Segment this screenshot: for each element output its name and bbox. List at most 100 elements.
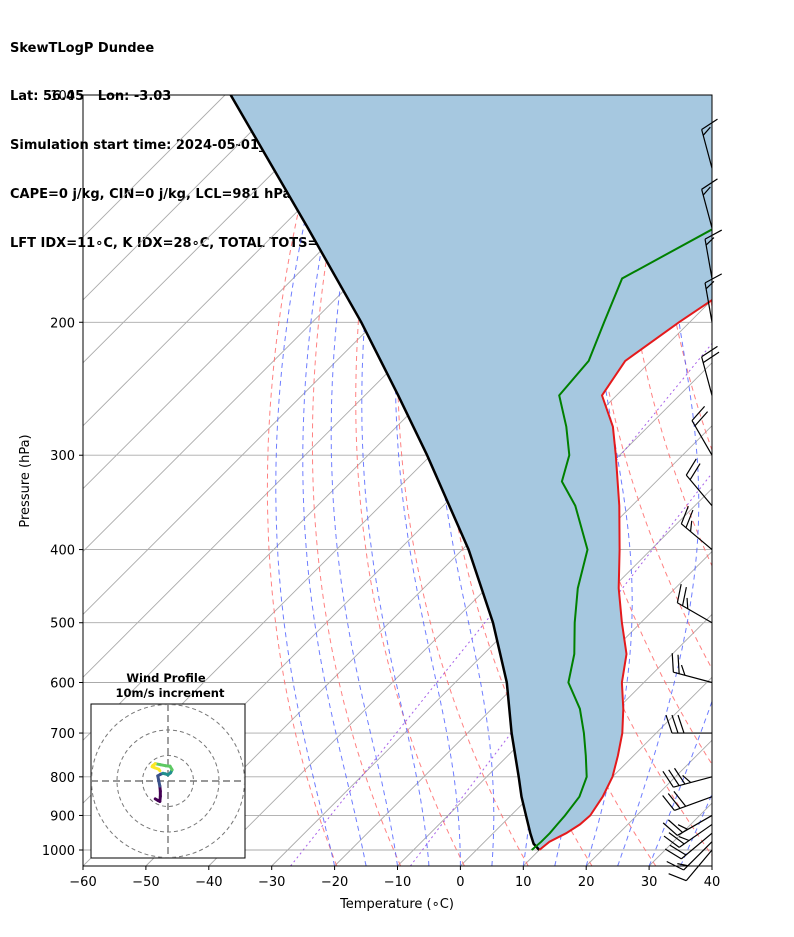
- x-tick-label: 0: [456, 875, 464, 890]
- wind-barb-flag: [682, 774, 692, 783]
- isotherm-line: [83, 95, 352, 364]
- cin-fill-area: [230, 95, 712, 850]
- wind-barb-flag: [662, 771, 674, 788]
- wind-barb-flag: [681, 587, 687, 606]
- wind-barb-staff: [704, 282, 713, 323]
- y-tick-label: 200: [50, 316, 75, 331]
- wind-barb-flag: [701, 178, 718, 190]
- moist-adiabat-line: [361, 95, 430, 866]
- wind-barb-flag: [705, 237, 715, 246]
- title-station: SkewTLogP Dundee: [10, 40, 155, 56]
- isotherm-line: [83, 95, 226, 238]
- dry-adiabat-line: [719, 95, 794, 866]
- wind-barb: [701, 345, 720, 396]
- hodograph-segment: [157, 767, 162, 773]
- moist-adiabat-line: [711, 864, 712, 866]
- wind-barb: [671, 653, 713, 684]
- y-tick-label: 800: [50, 771, 75, 786]
- wind-barb-flag: [668, 832, 685, 845]
- wind-barb: [665, 714, 712, 734]
- x-tick-label: −20: [321, 875, 348, 890]
- wind-barb-flag: [705, 280, 715, 290]
- wind-barb-flag: [673, 791, 687, 807]
- isotherm-line: [271, 425, 712, 866]
- isotherm-line: [83, 95, 289, 301]
- wind-barb-staff: [685, 849, 713, 882]
- wind-barb-flag: [666, 860, 684, 871]
- dewpoint-profile-line: [531, 228, 712, 851]
- y-axis-label: Pressure (hPa): [18, 434, 33, 527]
- y-tick-label: 400: [50, 544, 75, 559]
- wind-barb-staff: [677, 602, 713, 624]
- wind-barb: [664, 832, 713, 860]
- wind-barb-flag: [685, 509, 694, 528]
- wind-barb: [704, 229, 723, 279]
- wind-barb-flag: [694, 411, 709, 427]
- wind-barb-staff: [701, 189, 713, 229]
- wind-barb-flag: [668, 873, 687, 882]
- y-tick-label: 700: [50, 727, 75, 742]
- x-tick-label: 40: [704, 875, 721, 890]
- wind-barb: [662, 767, 713, 788]
- moist-adiabat-line: [394, 95, 461, 866]
- wind-barb-flag: [691, 405, 706, 421]
- x-tick-label: −50: [132, 875, 159, 890]
- parcel-profile-line: [229, 95, 541, 851]
- wind-barb: [701, 178, 718, 229]
- y-tick-label: 900: [50, 809, 75, 824]
- wind-barb: [662, 814, 713, 836]
- wind-barb-flag: [702, 126, 711, 136]
- wind-barb-staff: [701, 129, 713, 169]
- wind-barb-flag: [667, 793, 681, 809]
- wind-barb-flag: [662, 795, 675, 811]
- hodograph-subtitle: 10m/s increment: [116, 686, 225, 700]
- wind-barb-flag: [689, 463, 701, 481]
- y-tick-label: 600: [50, 677, 75, 692]
- y-tick-label: 100: [50, 89, 75, 104]
- wind-barb: [701, 118, 718, 169]
- wind-barb-flag: [680, 664, 686, 676]
- wind-barb: [680, 505, 713, 551]
- wind-barb: [676, 584, 713, 624]
- wind-barb-flag: [686, 597, 689, 609]
- x-axis: −60 −50 −40 −30 −20 −10 0 10 20 30 40: [69, 866, 720, 890]
- wind-barb-staff: [701, 356, 713, 396]
- isotherm-line: [83, 95, 415, 427]
- wind-barb: [663, 823, 713, 848]
- x-tick-label: −10: [384, 875, 411, 890]
- x-tick-label: 10: [515, 875, 532, 890]
- wind-barb-flag: [663, 835, 680, 848]
- moist-adiabat-line: [275, 95, 338, 866]
- wind-barb: [691, 405, 713, 456]
- wind-barb-flag: [662, 822, 678, 836]
- wind-barb-flag: [677, 654, 680, 674]
- y-tick-label: 300: [50, 449, 75, 464]
- mixing-ratio-line: [290, 342, 712, 866]
- isotherm-line: [334, 487, 712, 866]
- wind-barb-flag: [689, 520, 693, 532]
- x-tick-label: 30: [641, 875, 658, 890]
- moist-adiabat-line: [680, 792, 712, 866]
- temperature-profile-line: [538, 298, 712, 851]
- dry-adiabat-line: [653, 95, 712, 452]
- wind-barb-flag: [677, 714, 685, 734]
- dry-adiabat-line: [266, 95, 338, 866]
- dry-adiabat-line: [355, 95, 465, 866]
- dry-adiabat-line: [311, 95, 402, 866]
- wind-barb-staff: [677, 814, 713, 836]
- wind-barb-flag: [702, 186, 711, 196]
- moist-adiabat-line: [330, 95, 398, 866]
- wind-barb-staff: [685, 474, 713, 507]
- dry-adiabat-line: [619, 95, 712, 568]
- wind-barb-flag: [671, 653, 674, 673]
- isotherm-line: [711, 865, 712, 866]
- wind-barb-staff: [691, 420, 713, 456]
- wind-barb-flag: [665, 714, 673, 734]
- wind-barb-staff: [704, 238, 713, 279]
- wind-barb: [662, 791, 713, 811]
- moist-adiabat-line: [432, 95, 495, 866]
- profiles: [229, 95, 712, 851]
- moist-adiabat-line: [302, 95, 367, 866]
- wind-barb-flag: [677, 863, 689, 867]
